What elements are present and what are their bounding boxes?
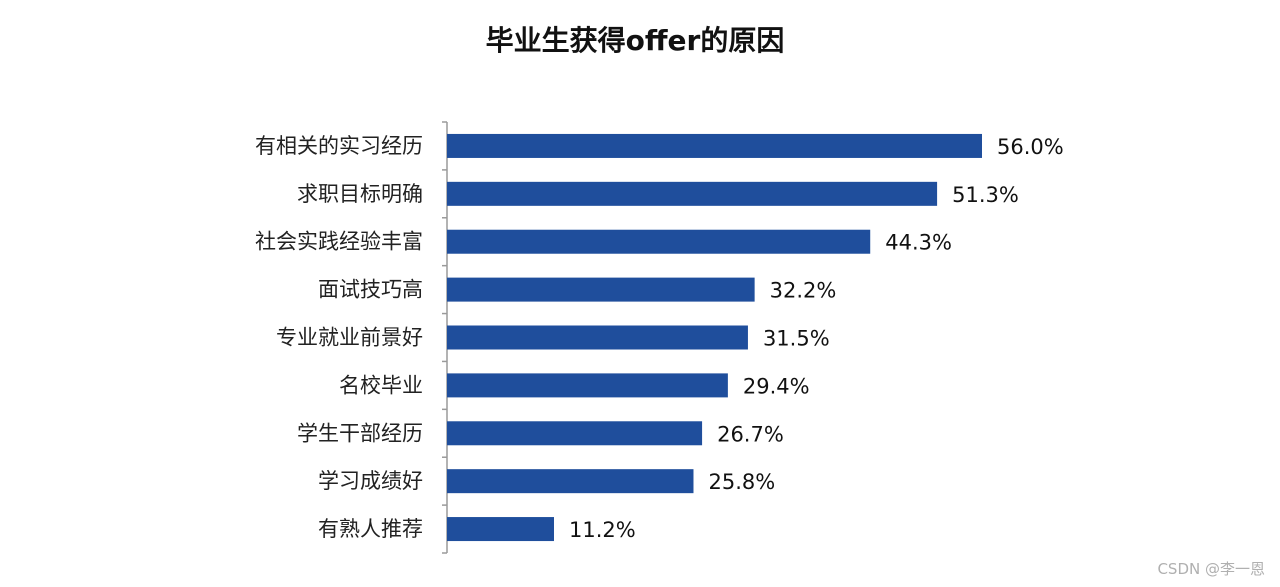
value-label: 51.3% <box>952 183 1019 207</box>
category-label: 名校毕业 <box>339 373 423 397</box>
category-label: 有相关的实习经历 <box>255 134 423 158</box>
category-labels-group: 有相关的实习经历求职目标明确社会实践经验丰富面试技巧高专业就业前景好名校毕业学生… <box>255 134 423 541</box>
category-label: 学习成绩好 <box>318 469 423 493</box>
value-label: 31.5% <box>763 327 830 351</box>
bar <box>447 517 554 542</box>
bar <box>447 181 938 206</box>
category-label: 学生干部经历 <box>297 421 423 445</box>
bar <box>447 277 755 302</box>
category-label: 面试技巧高 <box>318 278 423 302</box>
category-label: 有熟人推荐 <box>318 517 423 541</box>
bar <box>447 229 871 254</box>
value-labels-group: 56.0% 51.3%44.3% 32.2% 31.5% 29.4% 26.7% 25.8%… <box>569 135 1064 542</box>
bars-group <box>447 133 982 542</box>
value-label: 25.8% <box>708 470 775 494</box>
bar <box>447 373 728 398</box>
bar <box>447 325 748 350</box>
watermark: CSDN @李一恩 <box>1157 560 1265 578</box>
value-label: 26.7% <box>717 422 784 446</box>
value-label: 29.4% <box>743 374 810 398</box>
value-label: 44.3% <box>885 231 952 255</box>
category-label: 社会实践经验丰富 <box>255 230 423 254</box>
axis-ticks <box>442 121 447 554</box>
bar <box>447 421 703 446</box>
category-label: 专业就业前景好 <box>276 326 423 350</box>
value-label: 56.0% <box>997 135 1064 159</box>
chart-title: 毕业生获得offer的原因 <box>486 24 785 57</box>
bar <box>447 133 982 158</box>
category-label: 求职目标明确 <box>297 182 423 206</box>
value-label: 11.2% <box>569 518 636 542</box>
value-label: 32.2% <box>770 279 837 303</box>
bar <box>447 469 694 494</box>
